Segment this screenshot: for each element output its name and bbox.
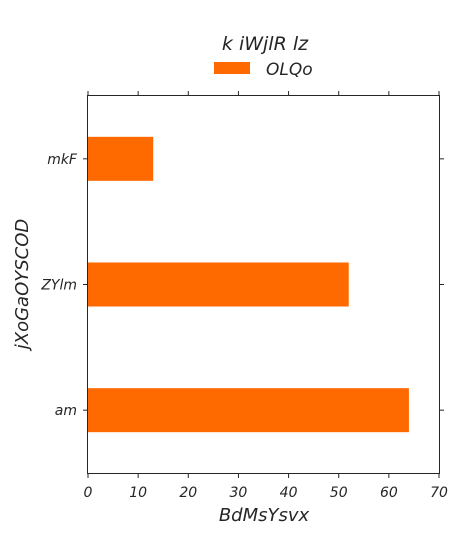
y-tick-label: mkF xyxy=(47,152,78,168)
legend-title: k iWjlR lz xyxy=(222,33,309,55)
y-tick-labels: am ZYlm mkF xyxy=(40,152,78,419)
legend-series-label: OLQo xyxy=(266,60,313,80)
x-tick-labels: 0 10 20 30 40 50 60 70 xyxy=(84,485,448,501)
legend: k iWjlR lz OLQo xyxy=(214,33,313,80)
x-tick-label: 10 xyxy=(129,485,147,501)
bars xyxy=(88,136,409,433)
legend-swatch xyxy=(214,62,250,74)
x-tick-label: 30 xyxy=(230,485,248,501)
x-tick-label: 40 xyxy=(280,485,298,501)
y-tick-label: ZYlm xyxy=(40,278,77,294)
y-tick-label: am xyxy=(55,403,77,419)
axis-ticks xyxy=(83,91,444,478)
x-tick-label: 20 xyxy=(179,485,197,501)
x-tick-label: 0 xyxy=(84,485,93,501)
x-axis-label: BdMsYsvx xyxy=(219,505,310,526)
x-tick-label: 60 xyxy=(380,485,398,501)
bar-am xyxy=(88,388,409,433)
y-axis-label: jXoGaOYSCOD xyxy=(12,219,33,353)
bar-mkF xyxy=(88,136,154,181)
x-tick-label: 70 xyxy=(430,485,448,501)
x-tick-label: 50 xyxy=(330,485,348,501)
bar-ZYlm xyxy=(88,262,349,307)
